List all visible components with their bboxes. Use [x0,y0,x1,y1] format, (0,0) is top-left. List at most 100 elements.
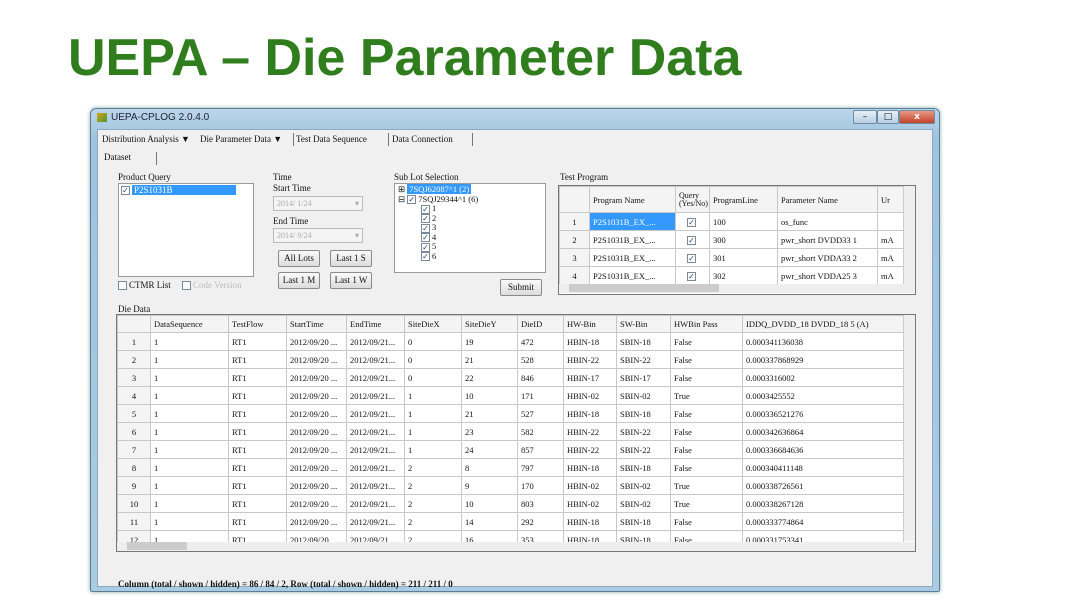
unit-cell[interactable] [877,212,906,231]
scroll-thumb[interactable] [127,542,187,550]
table-cell[interactable]: 1 [404,386,462,405]
table-cell[interactable]: 1 [150,476,229,495]
tree-node-sublot[interactable]: ✓ 6 [421,250,437,262]
table-cell[interactable]: 2 [404,476,462,495]
table-cell[interactable]: 1 [404,422,462,441]
table-cell[interactable]: 0.000337868929 [742,350,904,369]
sub-lot-tree[interactable]: ⊞ 7SQJ62087^1 (2) ⊟ ✓ 7SQJ29344^1 (6) ✓ 1 ✓… [394,183,546,273]
row-header[interactable]: 4 [559,266,590,285]
table-cell[interactable]: False [670,350,743,369]
scroll-thumb[interactable] [569,284,719,292]
table-cell[interactable]: 1 [404,404,462,423]
table-cell[interactable]: 24 [461,440,518,459]
table-cell[interactable]: 2012/09/21... [346,440,405,459]
table-cell[interactable]: SBIN-18 [616,458,671,477]
table-cell[interactable]: RT1 [228,350,287,369]
table-cell[interactable]: 2012/09/20 ... [286,404,347,423]
parameter-name-cell[interactable]: pwr_short VDDA25 3 [777,266,878,285]
checkbox[interactable]: ✓ [407,195,417,205]
unit-cell[interactable]: mA [877,230,906,249]
column-header[interactable]: SiteDieX [404,315,462,333]
minimize-button[interactable]: – [853,110,877,124]
table-cell[interactable]: 1 [150,512,229,531]
table-row[interactable]: 1 1 RT1 2012/09/20 ... 2012/09/21... 0 19 472 HB… [117,332,904,351]
row-header[interactable]: 10 [117,494,151,513]
table-cell[interactable]: HBIN-02 [563,476,617,495]
table-cell[interactable]: 0.000340411148 [742,458,904,477]
column-header[interactable]: Query (Yes/No) [675,186,710,213]
menu-distribution-analysis[interactable]: Distribution Analysis ▼ [102,134,190,144]
checkbox[interactable]: ✓ [421,242,430,252]
table-cell[interactable]: SBIN-22 [616,422,671,441]
table-cell[interactable]: 846 [517,368,564,387]
program-name-cell[interactable]: P2S1031B_EX_... [589,212,676,231]
table-row[interactable]: 2 P2S1031B_EX_... ✓ 300 pwr_short DVDD33 1 mA [559,230,906,249]
table-cell[interactable]: 2 [404,512,462,531]
table-cell[interactable]: 582 [517,422,564,441]
row-header[interactable]: 8 [117,458,151,477]
row-header[interactable]: 1 [117,332,151,351]
column-header[interactable]: SiteDieY [461,315,518,333]
horizontal-scrollbar[interactable] [559,284,915,293]
column-header[interactable]: ProgramLine [709,186,778,213]
table-cell[interactable]: SBIN-18 [616,512,671,531]
row-header[interactable]: 6 [117,422,151,441]
checkbox[interactable]: ✓ [687,253,696,263]
menu-data-connection[interactable]: Data Connection [392,134,453,144]
table-cell[interactable]: 2012/09/21... [346,476,405,495]
table-cell[interactable]: 2 [404,494,462,513]
column-header[interactable]: HWBin Pass [670,315,743,333]
table-cell[interactable]: SBIN-22 [616,440,671,459]
table-cell[interactable]: SBIN-18 [616,404,671,423]
checkbox[interactable]: ✓ [421,223,430,233]
table-cell[interactable]: SBIN-18 [616,332,671,351]
program-line-cell[interactable]: 100 [709,212,778,231]
expand-icon[interactable]: ⊞ [398,184,406,194]
table-cell[interactable]: False [670,368,743,387]
row-header[interactable]: 5 [117,404,151,423]
table-cell[interactable]: 2012/09/21... [346,368,405,387]
menu-die-parameter-data[interactable]: Die Parameter Data ▼ [200,134,283,144]
row-header[interactable]: 1 [559,212,590,231]
tree-node-lot[interactable]: ⊟ ✓ 7SQJ29344^1 (6) [398,193,479,205]
table-cell[interactable]: 8 [461,458,518,477]
column-header[interactable]: Ur [877,186,906,213]
table-cell[interactable]: 0.000338267128 [742,494,904,513]
checkbox[interactable]: ✓ [121,186,130,196]
table-cell[interactable]: HBIN-02 [563,386,617,405]
table-cell[interactable]: 0 [404,350,462,369]
table-row[interactable]: 10 1 RT1 2012/09/20 ... 2012/09/21... 2 10 803 H… [117,494,904,513]
row-header[interactable]: 2 [559,230,590,249]
checkbox[interactable]: ✓ [421,252,430,262]
checkbox[interactable]: ✓ [421,204,430,214]
table-cell[interactable]: SBIN-02 [616,494,671,513]
table-cell[interactable]: 2012/09/21... [346,458,405,477]
column-header[interactable]: Program Name [589,186,676,213]
table-cell[interactable]: HBIN-18 [563,458,617,477]
table-cell[interactable]: 2012/09/21... [346,386,405,405]
query-checkbox-cell[interactable]: ✓ [675,248,710,267]
parameter-name-cell[interactable]: os_func [777,212,878,231]
table-cell[interactable]: RT1 [228,458,287,477]
table-cell[interactable]: 170 [517,476,564,495]
table-cell[interactable]: RT1 [228,422,287,441]
start-time-picker[interactable]: 2014/ 1/24 ▾ [273,196,363,211]
table-cell[interactable]: 2012/09/21... [346,422,405,441]
table-cell[interactable]: HBIN-22 [563,440,617,459]
table-cell[interactable]: 0.000333774864 [742,512,904,531]
table-cell[interactable]: 0.0003425552 [742,386,904,405]
product-list[interactable]: ✓ P2S1031B [118,183,254,277]
checkbox[interactable]: ✓ [687,217,696,227]
program-line-cell[interactable]: 301 [709,248,778,267]
table-row[interactable]: 9 1 RT1 2012/09/20 ... 2012/09/21... 2 9 170 HBI… [117,476,904,495]
table-cell[interactable]: False [670,404,743,423]
last-1s-button[interactable]: Last 1 S [330,250,372,267]
all-lots-button[interactable]: All Lots [278,250,320,267]
table-cell[interactable]: False [670,332,743,351]
table-row[interactable]: 7 1 RT1 2012/09/20 ... 2012/09/21... 1 24 857 HB… [117,440,904,459]
table-cell[interactable]: 2012/09/20 ... [286,422,347,441]
table-cell[interactable]: 21 [461,350,518,369]
row-header[interactable]: 7 [117,440,151,459]
table-cell[interactable]: 23 [461,422,518,441]
table-cell[interactable]: 2012/09/20 ... [286,332,347,351]
